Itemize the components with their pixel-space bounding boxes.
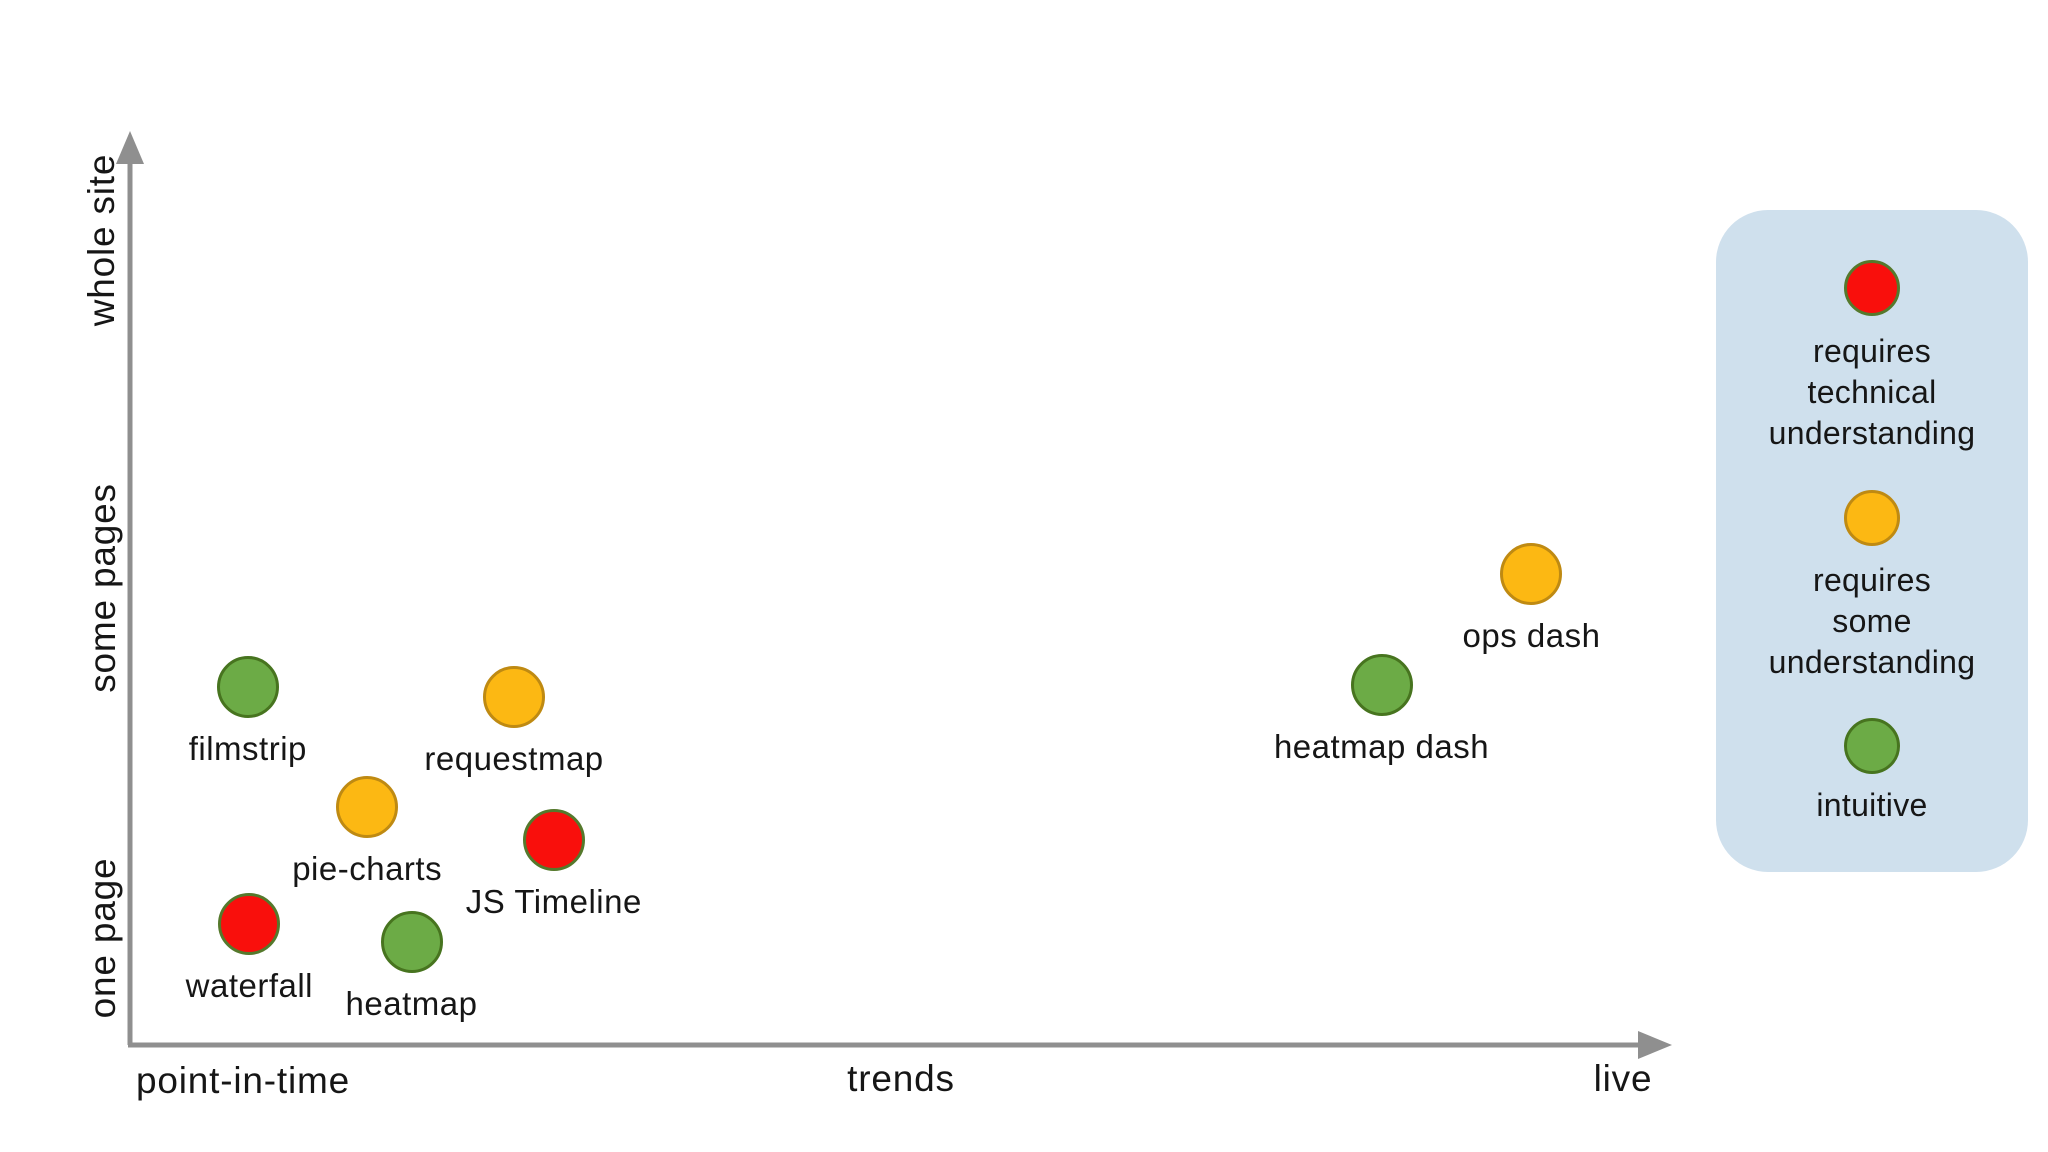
legend-label-line: intuitive xyxy=(1816,787,1928,823)
legend-label-line: some xyxy=(1832,603,1912,639)
y-axis-label-whole-site: whole site xyxy=(81,153,122,327)
legend-label-line: understanding xyxy=(1768,644,1976,680)
legend-label-line: requires xyxy=(1812,333,1931,369)
x-axis-label-live: live xyxy=(1593,1058,1653,1099)
x-axis-arrow-icon xyxy=(1638,1031,1672,1059)
point-label-heatmap-dash: heatmap dash xyxy=(1273,727,1490,765)
legend-dot-technical xyxy=(1844,260,1900,316)
legend-dot-intuitive xyxy=(1844,718,1900,774)
x-axis-label-point-in-time: point-in-time xyxy=(136,1060,350,1101)
point-label-filmstrip: filmstrip xyxy=(188,729,307,767)
point-label-pie-charts: pie-charts xyxy=(292,849,443,887)
legend: requires technical understanding require… xyxy=(1716,210,2028,872)
x-axis-label-trends: trends xyxy=(847,1058,955,1099)
legend-label-intuitive: intuitive xyxy=(1716,785,2028,826)
point-label-waterfall: waterfall xyxy=(185,966,314,1004)
legend-label-line: requires xyxy=(1812,562,1931,598)
point-ops-dash xyxy=(1500,543,1563,606)
y-axis-arrow-icon xyxy=(116,131,144,164)
point-label-requestmap: requestmap xyxy=(424,739,604,777)
point-heatmap-dash xyxy=(1350,653,1413,716)
point-waterfall xyxy=(218,892,281,955)
point-heatmap xyxy=(380,910,443,973)
legend-label-some: requires some understanding xyxy=(1716,560,2028,683)
point-filmstrip xyxy=(216,655,279,718)
legend-label-line: understanding xyxy=(1768,415,1976,451)
y-axis-label-one-page: one page xyxy=(82,857,123,1019)
point-pie-charts xyxy=(336,775,399,838)
point-requestmap xyxy=(483,665,546,728)
point-js-timeline xyxy=(522,808,585,871)
point-label-heatmap: heatmap xyxy=(345,984,478,1022)
legend-label-line: technical xyxy=(1807,374,1937,410)
y-axis-label-some-pages: some pages xyxy=(82,483,123,693)
point-label-ops-dash: ops dash xyxy=(1462,617,1601,655)
point-label-js-timeline: JS Timeline xyxy=(465,882,642,920)
legend-dot-some xyxy=(1844,490,1900,546)
legend-label-technical: requires technical understanding xyxy=(1716,331,2028,454)
